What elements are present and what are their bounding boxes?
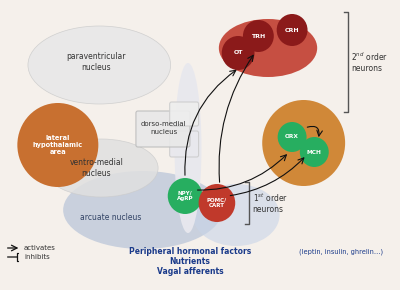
FancyBboxPatch shape — [170, 102, 198, 126]
Text: activates: activates — [24, 245, 56, 251]
Text: Nutrients: Nutrients — [170, 258, 210, 267]
Text: inhibits: inhibits — [24, 254, 50, 260]
Circle shape — [17, 103, 98, 187]
Circle shape — [262, 100, 345, 186]
Text: dorso-medial
nucleus: dorso-medial nucleus — [141, 122, 187, 135]
Ellipse shape — [193, 184, 280, 246]
Ellipse shape — [174, 63, 202, 233]
Text: ORX: ORX — [285, 135, 299, 139]
Text: 1$^{st}$ order
neurons: 1$^{st}$ order neurons — [252, 192, 288, 214]
Text: 2$^{nd}$ order
neurons: 2$^{nd}$ order neurons — [351, 50, 388, 73]
Text: Vagal afferents: Vagal afferents — [157, 267, 223, 275]
Circle shape — [198, 184, 235, 222]
Circle shape — [277, 14, 308, 46]
Circle shape — [278, 122, 306, 152]
Text: NPY/
AgRP: NPY/ AgRP — [177, 191, 193, 201]
Ellipse shape — [44, 139, 158, 197]
Text: POMC/
CART: POMC/ CART — [207, 197, 227, 209]
Ellipse shape — [63, 171, 222, 249]
Circle shape — [300, 137, 329, 167]
Text: Peripheral hormonal factors: Peripheral hormonal factors — [129, 247, 251, 256]
Ellipse shape — [219, 19, 317, 77]
Text: lateral
hypothalamic
area: lateral hypothalamic area — [33, 135, 83, 155]
Text: CRH: CRH — [285, 28, 300, 32]
Text: (leptin, insulin, ghrelin…): (leptin, insulin, ghrelin…) — [299, 249, 383, 255]
FancyBboxPatch shape — [170, 131, 198, 157]
Text: ventro-medial
nucleus: ventro-medial nucleus — [70, 158, 123, 178]
Text: OT: OT — [234, 50, 243, 55]
Text: TRH: TRH — [251, 34, 266, 39]
Ellipse shape — [28, 26, 171, 104]
Circle shape — [168, 178, 202, 214]
Text: arcuate nucleus: arcuate nucleus — [80, 213, 142, 222]
Text: MCH: MCH — [307, 150, 322, 155]
FancyBboxPatch shape — [136, 111, 190, 147]
Text: paraventricular
nucleus: paraventricular nucleus — [67, 52, 126, 72]
Circle shape — [222, 36, 254, 70]
Circle shape — [243, 20, 274, 52]
